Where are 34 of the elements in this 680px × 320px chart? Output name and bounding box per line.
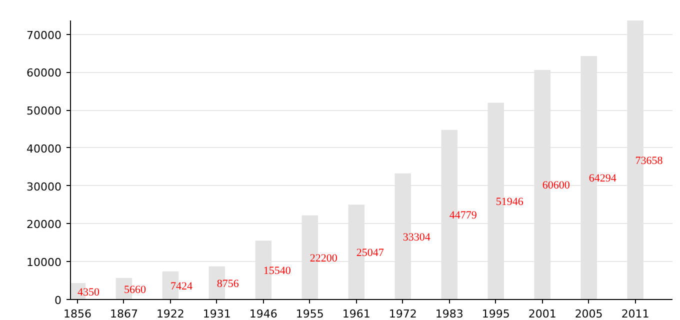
data-label: 5660 xyxy=(124,284,146,296)
x-tick-label: 2005 xyxy=(574,308,603,320)
x-tick-label: 2011 xyxy=(621,308,650,320)
y-tick-label: 30000 xyxy=(26,180,62,194)
y-tick-label: 50000 xyxy=(26,104,62,118)
data-label: 64294 xyxy=(588,172,617,185)
x-tick-label: 1922 xyxy=(156,308,184,320)
x-tick-label: 1955 xyxy=(296,308,324,320)
data-label: 25047 xyxy=(356,247,384,260)
x-tick-label: 1856 xyxy=(63,308,92,320)
x-tick-label: 1983 xyxy=(435,308,464,320)
y-tick-label: 20000 xyxy=(26,218,62,232)
y-tick-label: 40000 xyxy=(26,142,62,156)
data-label: 4350 xyxy=(77,286,100,298)
data-label: 7424 xyxy=(170,280,193,292)
data-label: 51946 xyxy=(496,196,524,208)
y-tick-label: 60000 xyxy=(26,66,62,80)
x-tick-label: 1946 xyxy=(249,308,278,320)
data-label: 8756 xyxy=(216,278,240,290)
x-tick-label: 1931 xyxy=(202,308,231,320)
data-label: 33304 xyxy=(402,231,431,244)
data-label: 73658 xyxy=(635,155,664,167)
x-tick-label: 1972 xyxy=(388,308,417,320)
data-label: 22200 xyxy=(310,252,338,264)
x-tick-label: 1961 xyxy=(342,308,370,320)
x-tick-label: 1867 xyxy=(110,308,138,320)
x-tick-label: 2001 xyxy=(528,308,556,320)
data-label: 15540 xyxy=(263,265,292,278)
y-tick-label: 10000 xyxy=(26,256,62,270)
y-tick-label: 70000 xyxy=(26,28,62,42)
x-tick-label: 1995 xyxy=(482,308,510,320)
data-label: 60600 xyxy=(542,180,570,192)
y-tick-label: 0 xyxy=(54,294,62,307)
data-label: 44779 xyxy=(449,210,478,222)
